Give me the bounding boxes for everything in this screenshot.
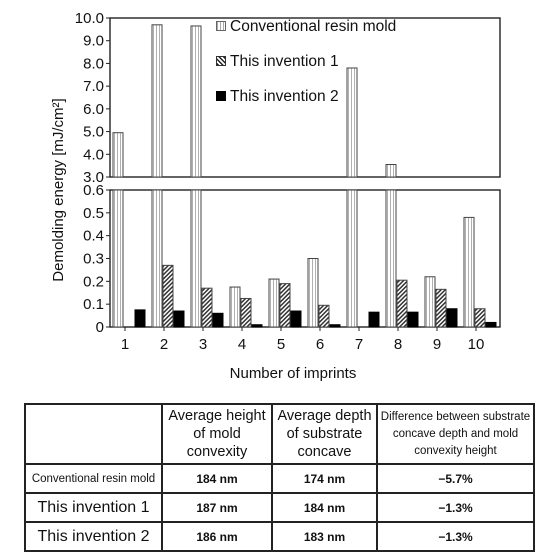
x-tick-label: 3 [199,336,207,353]
upper-y-tick-label: 8.0 [83,55,104,72]
lower-bar-invention2 [173,310,185,328]
lower-bar-invention2 [368,311,380,328]
lower-y-tick-label: 0.1 [83,296,104,313]
cell-height: 187 nm [161,492,273,523]
lower-y-tick-label: 0.2 [83,273,104,290]
table-row: Conventional resin mold 184 nm 174 nm −5… [24,463,535,494]
lower-bar-conventional [385,189,397,328]
lower-bar-conventional [151,189,163,328]
comparison-table: Average height of mold convexity Average… [24,403,535,552]
lower-panel: 0 0.1 0.2 0.3 0.4 0.5 0.6 1 2 3 4 5 6 7 8 9 10 [83,182,501,353]
lower-bar-invention2 [251,324,263,328]
upper-y-tick-label: 4.0 [83,146,104,163]
x-tick-label: 2 [160,336,168,353]
row-label: This invention 2 [24,521,163,552]
y-axis-label: Demolding energy [mJ/cm²] [50,98,67,281]
lower-bar-conventional [268,278,280,328]
cell-difference: −5.7% [376,463,535,494]
lower-bar-invention2 [329,324,341,328]
lower-bar-invention1 [240,297,252,328]
lower-y-tick-label: 0.4 [83,228,104,245]
lower-bar-conventional [307,258,319,328]
x-tick-label: 1 [121,336,129,353]
x-tick-label: 8 [394,336,402,353]
lower-bar-invention2 [290,310,302,328]
lower-bar-invention1 [201,287,213,328]
header-depth: Average depth of substrate concave [271,403,378,465]
header-difference: Difference between substrate concave dep… [376,403,535,465]
table-row: This invention 2 186 nm 183 nm −1.3% [24,521,535,552]
table-header-row: Average height of mold convexity Average… [24,403,535,465]
invention1-swatch-icon [216,56,226,66]
header-empty-cell [24,403,163,465]
x-axis-label: Number of imprints [230,365,357,382]
lower-bar-conventional [463,216,475,328]
x-tick-label: 4 [238,336,246,353]
lower-bar-conventional [112,189,124,328]
lower-bar-conventional [346,189,358,328]
x-tick-label: 9 [433,336,441,353]
cell-difference: −1.3% [376,521,535,552]
upper-y-tick-label: 6.0 [83,101,104,118]
lower-bar-invention2 [134,309,146,328]
axis-titles: Demolding energy [mJ/cm²] Number of impr… [50,98,356,382]
lower-bar-conventional [424,276,436,328]
lower-bar-invention1 [279,283,291,328]
conventional-swatch-icon [216,21,226,31]
lower-bar-invention1 [162,264,174,328]
cell-depth: 174 nm [271,463,378,494]
lower-bar-invention1 [435,288,447,328]
cell-height: 184 nm [161,463,273,494]
cell-depth: 184 nm [271,492,378,523]
upper-y-tick-label: 9.0 [83,33,104,50]
upper-y-tick-label: 3.0 [83,169,104,186]
upper-y-tick-label: 10.0 [75,10,104,27]
legend-label-invention2: This invention 2 [230,88,339,105]
lower-bar-invention2 [446,308,458,328]
legend-label-conventional: Conventional resin mold [230,18,397,35]
upper-bar-conventional [151,24,163,178]
lower-y-tick-label: 0.3 [83,251,104,268]
invention2-swatch-icon [216,91,226,101]
lower-bar-invention1 [474,308,486,328]
upper-y-tick-label: 7.0 [83,78,104,95]
upper-y-tick-label: 5.0 [83,124,104,141]
lower-bar-invention2 [407,311,419,328]
legend-label-invention1: This invention 1 [230,53,339,70]
header-height: Average height of mold convexity [161,403,273,465]
x-tick-label: 6 [316,336,324,353]
upper-bar-conventional [190,25,202,178]
lower-bar-conventional [229,286,241,328]
cell-difference: −1.3% [376,492,535,523]
lower-y-tick-label: 0.5 [83,205,104,222]
upper-bar-conventional [346,67,358,178]
x-tick-label: 7 [355,336,363,353]
row-label: Conventional resin mold [24,463,163,494]
upper-panel: 3.0 4.0 5.0 6.0 7.0 8.0 9.0 10.0 [75,10,501,186]
demolding-energy-chart: 3.04.05.06.07.08.09.010.0 00.10.20.30.40… [50,10,501,382]
lower-y-tick-label: 0.6 [83,182,104,199]
upper-bar-conventional [112,132,124,178]
row-label: This invention 1 [24,492,163,523]
cell-depth: 183 nm [271,521,378,552]
x-tick-label: 10 [468,336,485,353]
lower-bar-invention2 [485,321,497,328]
upper-plot-frame [109,17,501,178]
lower-bar-invention2 [212,312,224,328]
upper-bar-conventional [385,164,397,178]
lower-bar-conventional [190,189,202,328]
lower-bar-invention1 [318,304,330,328]
lower-y-tick-label: 0 [96,319,104,336]
lower-bar-invention1 [396,279,408,328]
cell-height: 186 nm [161,521,273,552]
x-tick-label: 5 [277,336,285,353]
table-row: This invention 1 187 nm 184 nm −1.3% [24,492,535,523]
